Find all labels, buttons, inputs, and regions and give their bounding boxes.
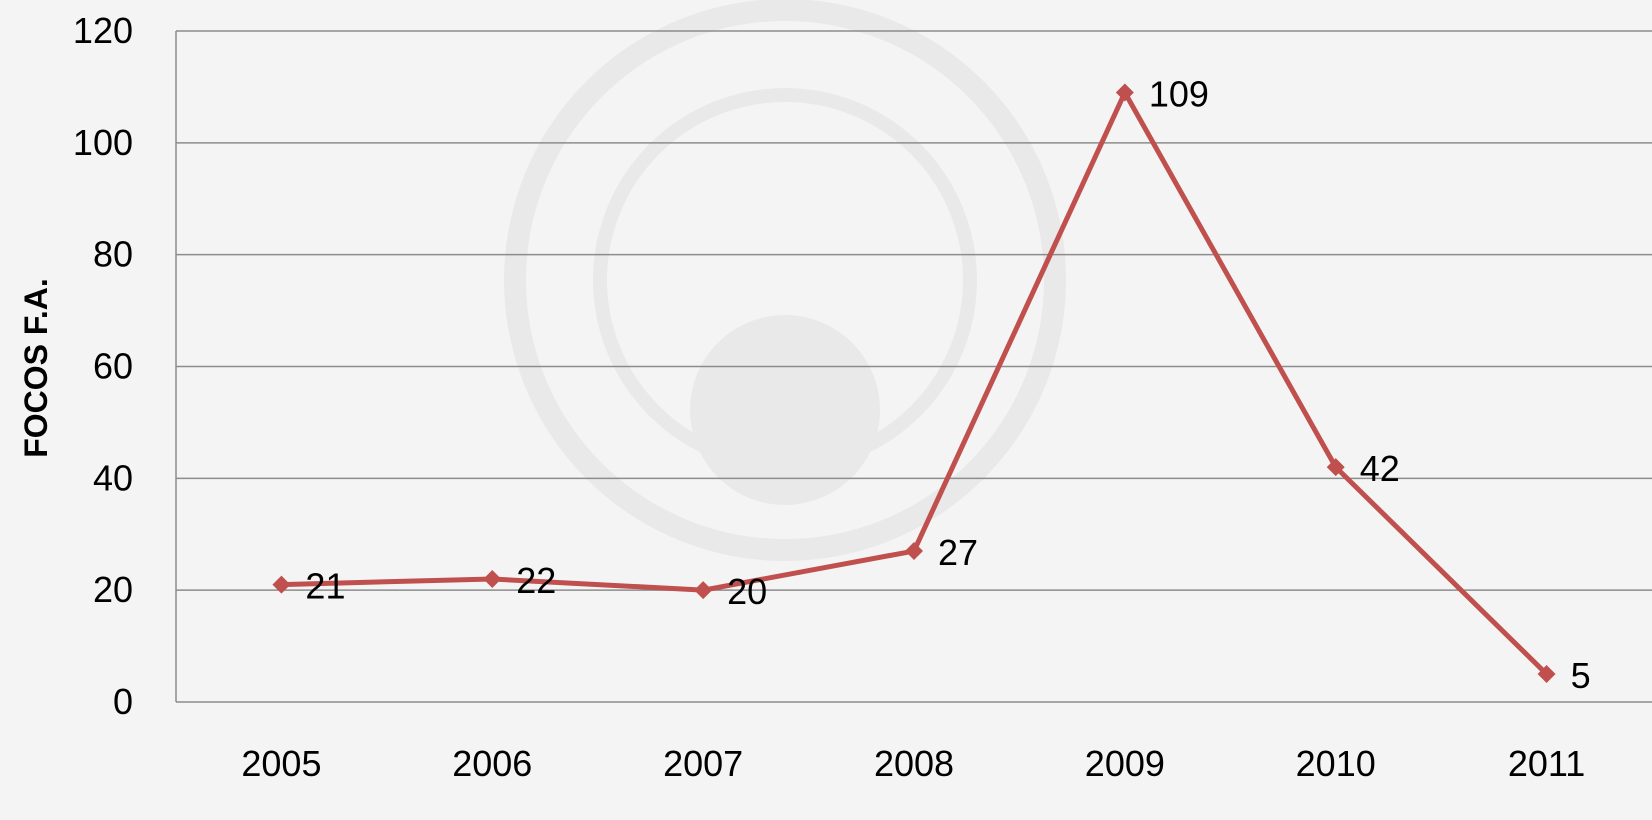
y-tick-label: 100	[73, 122, 133, 163]
data-label: 22	[516, 560, 556, 601]
data-point	[1326, 458, 1345, 477]
x-tick-label: 2006	[452, 743, 532, 784]
data-label: 20	[727, 571, 767, 612]
y-tick-label: 20	[93, 569, 133, 610]
data-point	[272, 575, 291, 594]
series-line	[281, 90, 1549, 676]
y-tick-label: 80	[93, 234, 133, 275]
x-tick-label: 2005	[241, 743, 321, 784]
data-point	[1115, 83, 1134, 102]
x-tick-label: 2008	[874, 743, 954, 784]
y-axis-title: FOCOS F.A.	[18, 278, 54, 458]
gridlines	[176, 30, 1652, 703]
y-tick-label: 60	[93, 346, 133, 387]
data-point	[694, 581, 713, 600]
watermark-ring	[504, 0, 1066, 561]
x-tick-label: 2007	[663, 743, 743, 784]
data-labels: 21 22 20 27 109 42 5	[305, 74, 1590, 697]
x-tick-label: 2011	[1508, 743, 1585, 784]
data-point	[905, 542, 923, 561]
data-point	[1537, 665, 1556, 684]
y-tick-label: 0	[113, 681, 133, 722]
y-tick-label: 40	[93, 457, 133, 498]
watermark-figure	[690, 315, 880, 505]
x-tick-label: 2009	[1085, 743, 1165, 784]
data-point	[483, 569, 502, 588]
data-label: 21	[305, 566, 345, 607]
data-label: 27	[938, 532, 978, 573]
x-tick-label: 2010	[1296, 743, 1376, 784]
x-axis-ticks: 2005 2006 2007 2008 2009 2010 2011	[241, 743, 1585, 784]
data-label: 42	[1360, 448, 1400, 489]
y-tick-label: 120	[73, 10, 133, 51]
data-label: 109	[1149, 74, 1209, 115]
data-label: 5	[1571, 655, 1591, 696]
y-axis-ticks: 0 20 40 60 80 100 120	[73, 10, 133, 722]
series-layer	[272, 83, 1556, 684]
watermark-logo	[504, 0, 1066, 561]
